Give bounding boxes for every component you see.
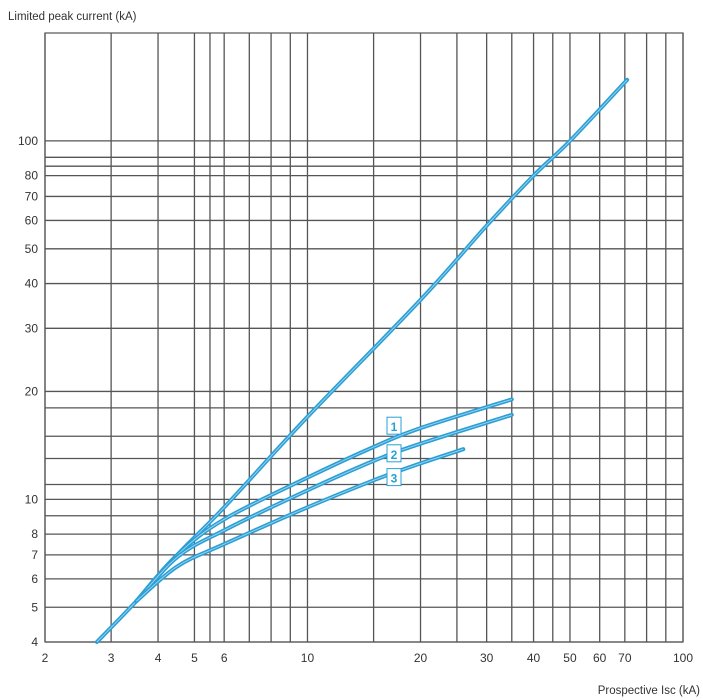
y-tick-label: 60	[25, 213, 39, 227]
x-tick-label: 70	[618, 651, 632, 665]
x-tick-label: 100	[673, 651, 693, 665]
x-tick-label: 4	[155, 651, 162, 665]
y-tick-label: 20	[25, 384, 39, 398]
x-tick-labels: 2 3 4 5 6 10 20 30 40 50 60 70 100	[42, 651, 694, 665]
series-line-highlight	[136, 448, 464, 602]
x-tick-label: 20	[414, 651, 428, 665]
y-tick-label: 30	[25, 321, 39, 335]
curve-label-1: 1	[391, 420, 398, 434]
curve-label-3: 3	[391, 472, 398, 486]
curve-label-box	[386, 416, 402, 435]
x-tick-label: 10	[301, 651, 315, 665]
x-tick-label: 50	[563, 651, 577, 665]
y-tick-label: 4	[31, 635, 38, 649]
x-tick-label: 3	[108, 651, 115, 665]
x-tick-label: 6	[221, 651, 228, 665]
curves	[94, 77, 630, 644]
curve-label-box	[386, 444, 402, 463]
curve-label-box	[386, 468, 402, 487]
curve-label-2: 2	[391, 448, 398, 462]
y-tick-label: 6	[31, 572, 38, 586]
curve-labels: 1 2 3	[386, 416, 402, 487]
x-tick-label: 30	[480, 651, 494, 665]
y-tick-labels: 4 5 6 7 8 10 20 30 40 50 60 70 80 100	[18, 134, 38, 649]
y-tick-label: 80	[25, 169, 39, 183]
x-tick-label: 5	[191, 651, 198, 665]
x-tick-label: 40	[527, 651, 541, 665]
x-axis-label: Prospective Isc (kA)	[598, 685, 700, 697]
y-tick-label: 10	[25, 492, 39, 506]
x-tick-label: 60	[593, 651, 607, 665]
y-tick-label: 8	[31, 527, 38, 541]
series-line-2	[134, 412, 514, 604]
y-axis-label: Limited peak current (kA)	[8, 11, 137, 23]
y-tick-label: 40	[25, 277, 39, 291]
y-tick-label: 100	[18, 134, 38, 148]
y-tick-label: 70	[25, 189, 39, 203]
x-tick-label: 2	[42, 651, 49, 665]
y-tick-label: 7	[31, 548, 38, 562]
series-line-highlight	[135, 414, 512, 602]
y-tick-label: 50	[25, 242, 39, 256]
y-tick-label: 5	[31, 600, 38, 614]
